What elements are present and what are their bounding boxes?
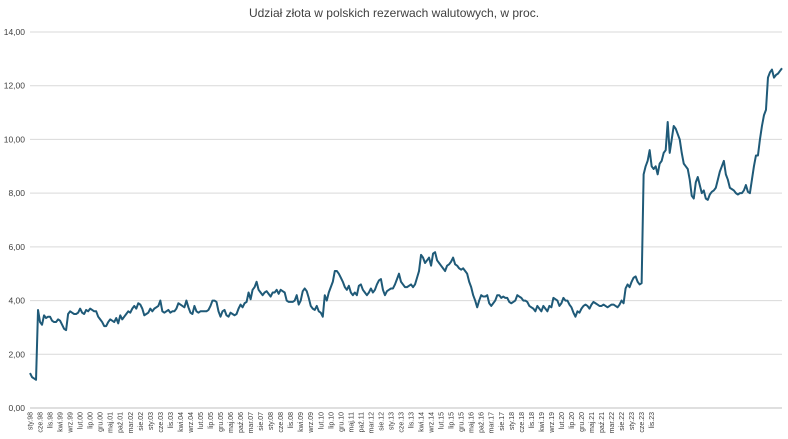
x-tick-label: sie.17 xyxy=(499,412,506,431)
x-tick-label: lut.15 xyxy=(439,412,446,429)
x-tick-label: wrz.99 xyxy=(68,412,75,434)
x-tick-label: sty.18 xyxy=(509,412,516,430)
y-tick-label: 14,00 xyxy=(4,27,26,37)
x-tick-label: sie.02 xyxy=(138,412,145,431)
y-tick-label: 0,00 xyxy=(8,403,25,413)
x-tick-label: mar.12 xyxy=(368,412,375,434)
x-tick-label: lip.20 xyxy=(569,412,576,429)
y-tick-label: 4,00 xyxy=(8,296,25,306)
x-tick-label: gru.15 xyxy=(459,412,466,432)
x-tick-label: lip.00 xyxy=(88,412,95,429)
x-tick-label: sie.12 xyxy=(378,412,385,431)
x-tick-label: lis.08 xyxy=(288,412,295,428)
x-tick-label: cze.98 xyxy=(38,412,45,433)
x-tick-label: paź.01 xyxy=(118,412,125,433)
x-tick-label: kwi.99 xyxy=(58,412,65,432)
x-tick-label: paź.11 xyxy=(358,412,365,433)
x-tick-label: gru.20 xyxy=(579,412,586,432)
x-tick-label: maj.01 xyxy=(108,412,115,433)
x-tick-label: cze.03 xyxy=(158,412,165,433)
y-tick-label: 12,00 xyxy=(4,81,26,91)
x-tick-label: lip.10 xyxy=(328,412,335,429)
x-tick-label: lis.03 xyxy=(168,412,175,428)
x-tick-label: lis.98 xyxy=(48,412,55,428)
series-line xyxy=(29,67,783,381)
x-tick-label: wrz.19 xyxy=(549,412,556,434)
x-tick-label: sty.03 xyxy=(148,412,155,430)
x-tick-label: kwi.14 xyxy=(419,412,426,432)
x-tick-label: sty.13 xyxy=(388,412,395,430)
x-tick-label: kwi.04 xyxy=(178,412,185,432)
y-tick-label: 2,00 xyxy=(8,349,25,359)
x-tick-label: wrz.14 xyxy=(429,412,436,434)
x-axis-ticks: sty.98 cze.98 lis.98 kwi.99 wrz.99 lut.00 lip.… xyxy=(28,412,657,434)
x-tick-label: maj.06 xyxy=(228,412,235,433)
x-tick-label: lip.15 xyxy=(449,412,456,429)
x-tick-label: lis.18 xyxy=(529,412,536,428)
x-tick-label: sie.07 xyxy=(258,412,265,431)
x-tick-label: lis.23 xyxy=(649,412,656,428)
x-tick-label: sty.98 xyxy=(28,412,35,430)
x-tick-label: cze.18 xyxy=(519,412,526,433)
x-tick-label: mar.07 xyxy=(248,412,255,434)
x-tick-label: mar.22 xyxy=(609,412,616,434)
y-tick-label: 10,00 xyxy=(4,134,26,144)
x-tick-label: paź.06 xyxy=(238,412,245,433)
x-tick-label: cze.08 xyxy=(278,412,285,433)
x-tick-label: lut.05 xyxy=(198,412,205,429)
x-tick-label: gru.05 xyxy=(218,412,225,432)
x-tick-label: kwi.09 xyxy=(298,412,305,432)
x-tick-label: gru.00 xyxy=(98,412,105,432)
x-tick-label: paź.21 xyxy=(599,412,606,433)
x-tick-label: kwi.19 xyxy=(539,412,546,432)
x-tick-label: cze.13 xyxy=(398,412,405,433)
x-tick-label: wrz.09 xyxy=(308,412,315,434)
x-tick-label: sie.22 xyxy=(619,412,626,431)
x-tick-label: paź.16 xyxy=(479,412,486,433)
x-tick-label: cze.23 xyxy=(639,412,646,433)
x-tick-label: lut.10 xyxy=(318,412,325,429)
x-tick-label: lip.05 xyxy=(208,412,215,429)
x-tick-label: wrz.04 xyxy=(188,412,195,434)
x-tick-label: sty.23 xyxy=(629,412,636,430)
x-tick-label: lut.00 xyxy=(78,412,85,429)
x-tick-label: lut.20 xyxy=(559,412,566,429)
x-tick-label: maj.21 xyxy=(589,412,596,433)
x-tick-label: lis.13 xyxy=(409,412,416,428)
x-tick-label: maj.16 xyxy=(469,412,476,433)
chart-title: Udział złota w polskich rezerwach waluto… xyxy=(248,6,540,20)
y-tick-label: 6,00 xyxy=(8,242,25,252)
x-tick-label: mar.17 xyxy=(489,412,496,434)
x-tick-label: gru.10 xyxy=(338,412,345,432)
x-tick-label: sty.08 xyxy=(268,412,275,430)
x-tick-label: maj.11 xyxy=(348,412,355,433)
x-tick-label: mar.02 xyxy=(128,412,135,434)
grid-lines xyxy=(30,31,782,409)
series-group xyxy=(29,67,783,381)
y-axis-ticks: 0,00 2,00 4,00 6,00 8,00 10,00 12,00 14,00 xyxy=(4,27,26,413)
y-tick-label: 8,00 xyxy=(8,188,25,198)
